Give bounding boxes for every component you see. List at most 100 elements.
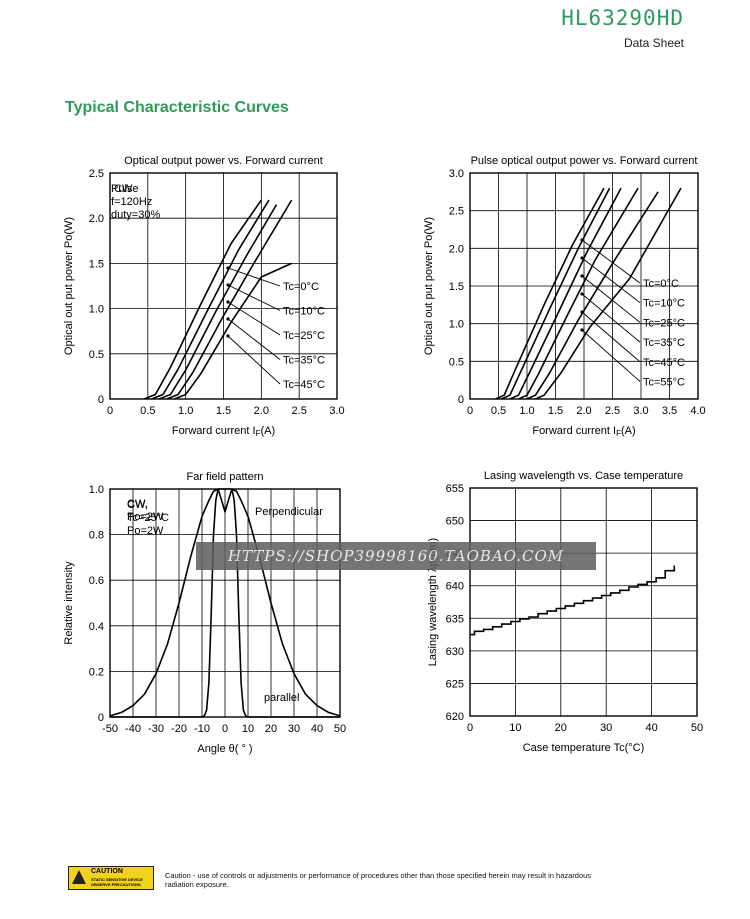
- series-leader-arrowhead: [580, 310, 584, 314]
- x-tick-label: 50: [334, 723, 346, 735]
- chart-title: Far field pattern: [186, 471, 263, 483]
- series-leader-arrowhead: [226, 283, 230, 287]
- series-label: Tc=10°C: [643, 298, 685, 310]
- caution-badge-line2: OBSERVE PRECAUTIONS: [91, 882, 141, 887]
- series-label: Tc=55°C: [643, 377, 685, 389]
- x-tick-label: 0: [222, 723, 228, 735]
- chart-annotation: Pulse: [111, 183, 139, 195]
- series-label: Tc=45°C: [643, 357, 685, 369]
- chart-annotation: CW: [114, 183, 133, 195]
- series-label: Tc=25°C: [643, 317, 685, 329]
- y-tick-label: 0: [98, 712, 104, 724]
- series-leader-line: [581, 293, 641, 343]
- y-tick-label: 0.2: [89, 666, 104, 678]
- x-tick-label: 10: [242, 723, 254, 735]
- series-leader-arrowhead: [580, 238, 584, 242]
- x-tick-label: 2.0: [254, 405, 269, 417]
- y-tick-label: 1.0: [449, 319, 464, 331]
- series-line: [110, 488, 340, 718]
- y-tick-label: 0: [458, 394, 464, 406]
- series-line: [509, 187, 622, 400]
- x-tick-label: 2.5: [292, 405, 307, 417]
- plot-frame: [469, 172, 699, 400]
- series-line: [166, 199, 293, 400]
- x-axis-label-subscript: F: [256, 429, 261, 438]
- x-tick-label: 0: [107, 405, 113, 417]
- x-tick-label: 1.5: [216, 405, 231, 417]
- series-label: Tc=0°C: [643, 278, 679, 290]
- series-leader-line: [581, 239, 641, 284]
- x-tick-label: 10: [509, 722, 521, 734]
- series-leader-line: [227, 301, 281, 336]
- series-label: Tc=0°C: [283, 281, 319, 293]
- x-tick-label: 40: [311, 723, 323, 735]
- series-leader-arrowhead: [226, 266, 230, 270]
- x-axis-label-unit: (A): [621, 425, 636, 437]
- chart-title: Optical output power vs. Forward current: [124, 155, 323, 167]
- series-label: Tc=45°C: [283, 379, 325, 391]
- x-tick-label: 3.0: [329, 405, 344, 417]
- caution-badge-line1: STATIC SENSITIVE DEVICE: [91, 877, 143, 882]
- y-tick-label: 3.0: [449, 168, 464, 180]
- series-line: [518, 187, 639, 400]
- plot-frame: [469, 487, 698, 717]
- series-label: Tc=10°C: [283, 306, 325, 318]
- model-number: HL63290HD: [561, 6, 684, 30]
- series-line: [158, 204, 278, 400]
- series-label: Perpendicular: [255, 506, 323, 518]
- series-line: [535, 187, 682, 400]
- x-tick-label: 3.0: [633, 405, 648, 417]
- y-tick-label: 0.8: [89, 530, 104, 542]
- series-label: parallel: [264, 692, 299, 704]
- series-line: [470, 565, 676, 636]
- watermark-banner: HTTPS://SHOP39998160.TAOBAO.COM: [196, 542, 596, 570]
- y-axis-label: Optical out put power Po(W): [423, 217, 435, 355]
- plot-frame: [109, 172, 338, 400]
- series-line: [174, 262, 292, 400]
- y-tick-label: 2.0: [89, 213, 104, 225]
- series-label: Tc=35°C: [283, 355, 325, 367]
- x-tick-label: 20: [555, 722, 567, 734]
- y-tick-label: 0.4: [89, 621, 104, 633]
- y-tick-label: 620: [446, 711, 464, 723]
- x-tick-label: 30: [600, 722, 612, 734]
- x-axis-label: Case temperature Tc(°C): [523, 742, 645, 754]
- y-tick-label: 630: [446, 646, 464, 658]
- series-leader-line: [227, 267, 281, 287]
- x-tick-label: 1.5: [548, 405, 563, 417]
- y-tick-label: 2.5: [449, 206, 464, 218]
- series-leader-arrowhead: [226, 334, 230, 338]
- y-tick-label: 640: [446, 581, 464, 593]
- x-axis-label-unit: (A): [260, 425, 275, 437]
- x-tick-label: 30: [288, 723, 300, 735]
- y-tick-label: 0.6: [89, 575, 104, 587]
- series-leader-line: [227, 318, 281, 360]
- chart-annotation: f=120Hz: [111, 196, 152, 208]
- y-tick-label: 625: [446, 678, 464, 690]
- series-leader-arrowhead: [580, 256, 584, 260]
- chart-title: Pulse optical output power vs. Forward c…: [471, 155, 698, 167]
- x-tick-label: 3.5: [662, 405, 677, 417]
- x-axis-label-main: Forward current I: [532, 425, 616, 437]
- series-leader-arrowhead: [226, 300, 230, 304]
- document-type: Data Sheet: [623, 36, 684, 50]
- x-tick-label: 2.5: [605, 405, 620, 417]
- caution-badge-title: CAUTION: [91, 868, 123, 875]
- series-leader-arrowhead: [580, 328, 584, 332]
- chart-annotation: CW,: [127, 499, 148, 511]
- series-leader-arrowhead: [226, 317, 230, 321]
- series-leader-line: [227, 284, 281, 311]
- y-tick-label: 1.5: [89, 258, 104, 270]
- x-tick-label: -10: [194, 723, 210, 735]
- series-label: Tc=25°C: [283, 330, 325, 342]
- x-axis-label-subscript: F: [616, 429, 621, 438]
- x-axis-label-main: Forward current I: [172, 425, 256, 437]
- series-line: [143, 199, 262, 400]
- series-line: [109, 488, 341, 717]
- chart-annotation: Po=2W: [127, 525, 164, 537]
- series-line: [495, 187, 605, 400]
